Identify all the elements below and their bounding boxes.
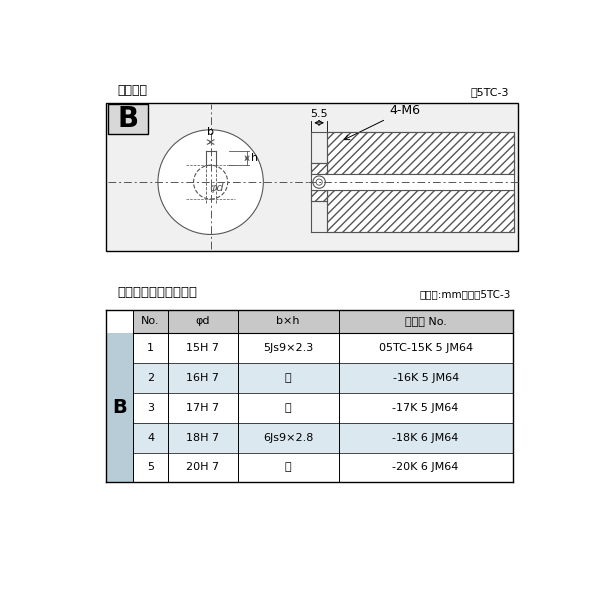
Text: 5Js9×2.3: 5Js9×2.3 xyxy=(263,343,313,353)
Text: -16K 5 JM64: -16K 5 JM64 xyxy=(392,373,459,383)
Text: -17K 5 JM64: -17K 5 JM64 xyxy=(392,403,459,413)
Text: 軸穴形状: 軸穴形状 xyxy=(118,85,148,97)
Text: B: B xyxy=(112,398,127,417)
Bar xyxy=(107,104,148,134)
Text: 〃: 〃 xyxy=(285,463,292,472)
Text: b: b xyxy=(207,127,214,137)
Text: 〃: 〃 xyxy=(285,403,292,413)
Bar xyxy=(133,333,513,363)
Text: 05TC-15K 5 JM64: 05TC-15K 5 JM64 xyxy=(379,343,473,353)
Text: -20K 6 JM64: -20K 6 JM64 xyxy=(392,463,459,472)
Text: 6Js9×2.8: 6Js9×2.8 xyxy=(263,433,313,443)
Text: 3: 3 xyxy=(147,403,154,413)
Text: φd: φd xyxy=(209,183,224,193)
Bar xyxy=(133,422,513,452)
Bar xyxy=(133,310,513,333)
Bar xyxy=(311,163,327,175)
Text: 5.5: 5.5 xyxy=(310,109,328,119)
Text: 〃: 〃 xyxy=(285,373,292,383)
Text: B: B xyxy=(117,105,138,133)
Text: 1: 1 xyxy=(147,343,154,353)
Text: 15H 7: 15H 7 xyxy=(187,343,220,353)
Text: b×h: b×h xyxy=(277,316,300,326)
Text: 軸穴形状コード一覧表: 軸穴形状コード一覧表 xyxy=(118,286,197,299)
Text: φd: φd xyxy=(196,316,210,326)
Circle shape xyxy=(158,130,263,235)
Text: 図5TC-3: 図5TC-3 xyxy=(470,88,509,97)
Text: -18K 6 JM64: -18K 6 JM64 xyxy=(392,433,459,443)
Text: 2: 2 xyxy=(147,373,154,383)
Bar xyxy=(106,333,133,482)
Bar xyxy=(133,452,513,482)
Bar xyxy=(133,393,513,422)
Text: 4-M6: 4-M6 xyxy=(344,104,420,140)
Text: h: h xyxy=(251,153,258,163)
Text: （単位:mm）　表5TC-3: （単位:mm） 表5TC-3 xyxy=(419,289,511,299)
Text: 17H 7: 17H 7 xyxy=(187,403,220,413)
Bar xyxy=(327,190,514,232)
Text: 16H 7: 16H 7 xyxy=(187,373,220,383)
Text: 20H 7: 20H 7 xyxy=(187,463,220,472)
Bar xyxy=(327,132,514,175)
Text: 5: 5 xyxy=(147,463,154,472)
Text: 4: 4 xyxy=(147,433,154,443)
Text: No.: No. xyxy=(142,316,160,326)
Bar xyxy=(106,103,518,251)
Text: コード No.: コード No. xyxy=(405,316,446,326)
Bar xyxy=(311,175,514,190)
Bar xyxy=(133,363,513,393)
Bar xyxy=(311,190,327,202)
Text: 18H 7: 18H 7 xyxy=(187,433,220,443)
